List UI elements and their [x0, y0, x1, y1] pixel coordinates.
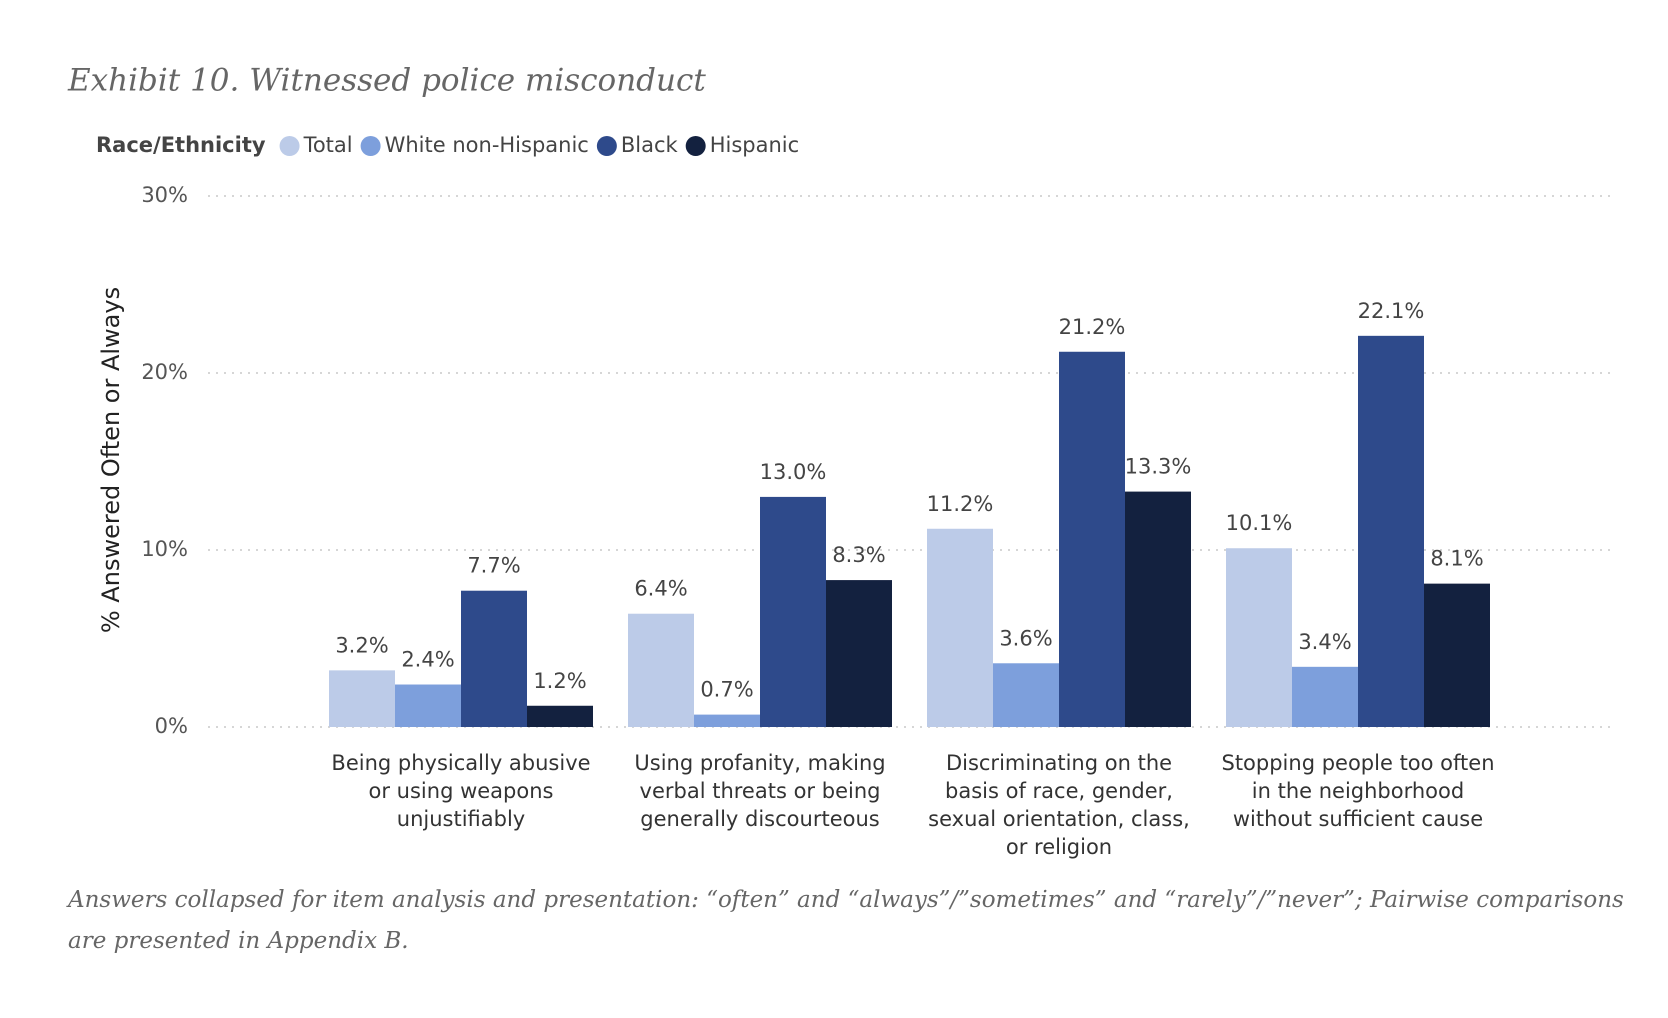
- legend-marker: [279, 136, 300, 156]
- y-tick-label: 10%: [141, 537, 188, 561]
- bar: [628, 613, 694, 727]
- x-tick-label: verbal threats or being: [640, 779, 881, 803]
- footnote: are presented in Appendix B.: [68, 928, 409, 954]
- x-tick-label: without sufficient cause: [1233, 807, 1483, 831]
- legend-title: Race/Ethnicity: [96, 133, 266, 157]
- data-label: 10.1%: [1226, 511, 1293, 535]
- x-tick-label: basis of race, gender,: [945, 779, 1173, 803]
- legend-marker: [360, 136, 381, 156]
- x-tick-label: or using weapons: [369, 779, 554, 803]
- data-label: 6.4%: [634, 577, 687, 601]
- x-tick-label: Being physically abusive: [331, 751, 590, 775]
- y-tick-label: 0%: [155, 714, 188, 738]
- chart-title: Exhibit 10. Witnessed police misconduct: [67, 63, 706, 99]
- bar: [329, 670, 395, 727]
- y-tick-label: 30%: [141, 183, 188, 207]
- bar: [760, 496, 826, 727]
- x-tick-label: sexual orientation, class,: [928, 807, 1190, 831]
- data-label: 13.3%: [1125, 455, 1192, 479]
- data-label: 3.6%: [999, 626, 1052, 650]
- data-label: 8.3%: [832, 543, 885, 567]
- data-label: 13.0%: [760, 460, 827, 484]
- x-tick-label: or religion: [1006, 835, 1112, 859]
- data-label: 3.4%: [1298, 630, 1351, 654]
- legend-label: Hispanic: [710, 133, 799, 157]
- data-label: 3.2%: [335, 633, 388, 657]
- x-tick-label: in the neighborhood: [1252, 779, 1464, 803]
- bar: [1292, 666, 1358, 727]
- bar: [826, 580, 892, 727]
- legend-marker: [685, 136, 706, 156]
- bar: [1226, 548, 1292, 727]
- data-label: 22.1%: [1358, 299, 1425, 323]
- data-label: 2.4%: [401, 648, 454, 672]
- bar: [1424, 583, 1490, 727]
- data-label: 21.2%: [1059, 315, 1126, 339]
- bar: [1059, 351, 1125, 727]
- bar: [395, 684, 461, 727]
- legend-label: White non-Hispanic: [385, 133, 589, 157]
- data-label: 8.1%: [1430, 547, 1483, 571]
- x-tick-label: Stopping people too often: [1221, 751, 1494, 775]
- legend-label: Total: [303, 133, 353, 157]
- bar: [1358, 335, 1424, 727]
- bar: [461, 590, 527, 727]
- data-label: 0.7%: [700, 678, 753, 702]
- legend-label: Black: [621, 133, 679, 157]
- data-label: 11.2%: [927, 492, 994, 516]
- x-tick-label: Discriminating on the: [946, 751, 1172, 775]
- x-tick-label: Using profanity, making: [634, 751, 885, 775]
- bar: [527, 705, 593, 727]
- x-tick-label: generally discourteous: [640, 807, 879, 831]
- x-tick-label: unjustifiably: [397, 807, 525, 831]
- data-label: 1.2%: [533, 669, 586, 693]
- bar: [1125, 491, 1191, 727]
- bar: [993, 663, 1059, 727]
- data-label: 7.7%: [467, 554, 520, 578]
- footnote: Answers collapsed for item analysis and …: [66, 887, 1624, 913]
- bar: [694, 714, 760, 727]
- y-axis-label: % Answered Often or Always: [97, 287, 125, 633]
- legend-marker: [596, 136, 617, 156]
- bar: [927, 528, 993, 727]
- y-tick-label: 20%: [141, 360, 188, 384]
